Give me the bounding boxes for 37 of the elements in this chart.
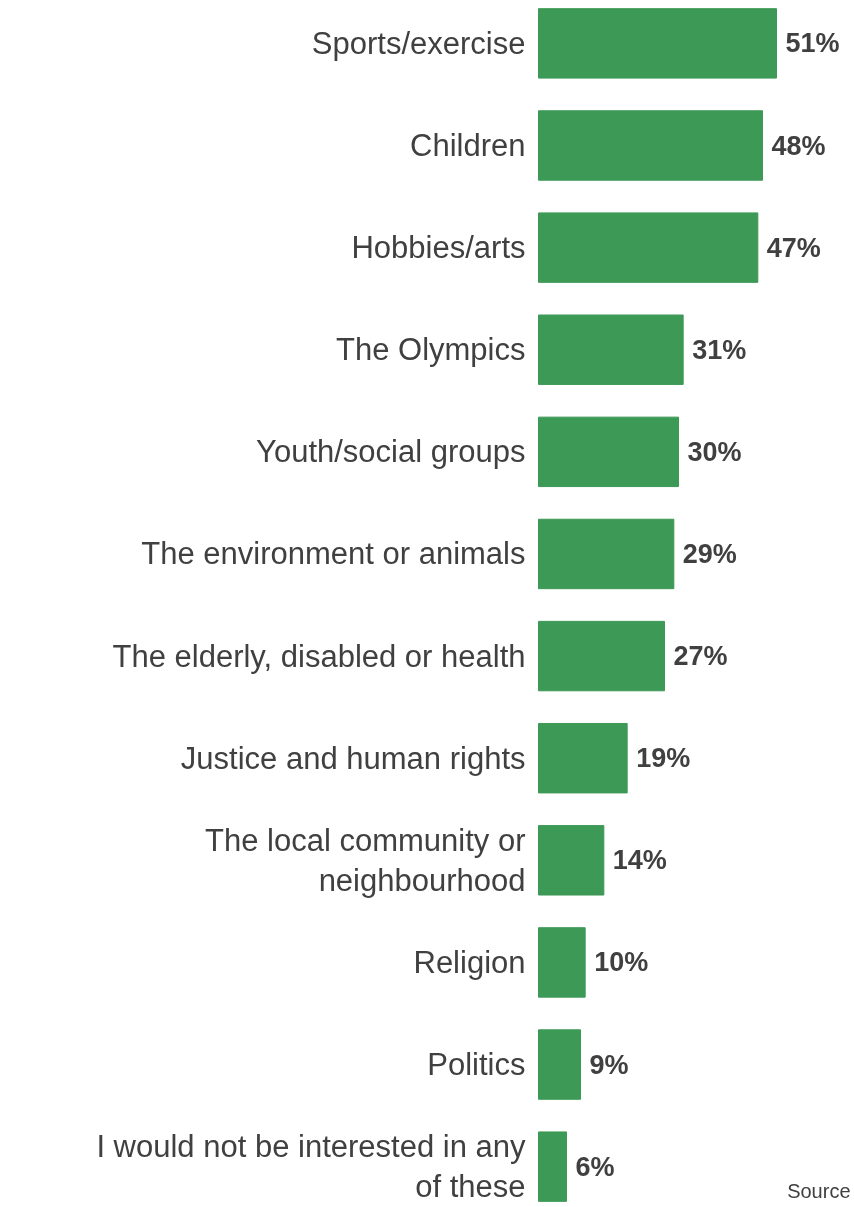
y-tick-label: Sports/exercise [311, 25, 526, 61]
bar [538, 620, 665, 692]
data-label: 30% [687, 436, 742, 467]
y-tick-label: The local community or neighbourhood [205, 822, 526, 898]
data-label: 51% [785, 28, 840, 59]
bar [538, 314, 684, 385]
y-tick-label: Politics [427, 1047, 526, 1083]
bar [538, 1029, 581, 1100]
data-label: 9% [589, 1049, 629, 1080]
bar [538, 416, 679, 488]
bar [538, 212, 759, 283]
text: Source [787, 1179, 851, 1202]
y-tick-label: The environment or animals [141, 536, 526, 572]
bar [538, 110, 763, 181]
y-tick-label: Religion [413, 944, 526, 980]
bar [538, 518, 675, 590]
data-label: 47% [766, 232, 821, 263]
y-tick-label: Youth/social groups [256, 434, 526, 470]
bar [538, 722, 628, 794]
data-label: 14% [612, 845, 667, 876]
data-label: 31% [692, 334, 747, 365]
data-label: 10% [594, 947, 649, 978]
bar [538, 8, 777, 79]
bar [538, 825, 605, 896]
bar [538, 927, 586, 998]
y-tick-label: Children [410, 128, 526, 163]
y-tick-label: Hobbies/arts [351, 230, 526, 266]
data-label: 48% [771, 130, 826, 161]
data-label: 27% [673, 641, 728, 672]
data-label: 6% [575, 1151, 615, 1182]
bar [538, 1131, 567, 1202]
y-tick-label: The elderly, disabled or health [112, 638, 526, 674]
data-label: 19% [636, 743, 691, 774]
y-tick-label: The Olympics [336, 332, 526, 368]
data-label: 29% [682, 538, 737, 569]
y-tick-label: I would not be interested in any of these [96, 1129, 526, 1205]
y-tick-label: Justice and human rights [180, 740, 526, 776]
